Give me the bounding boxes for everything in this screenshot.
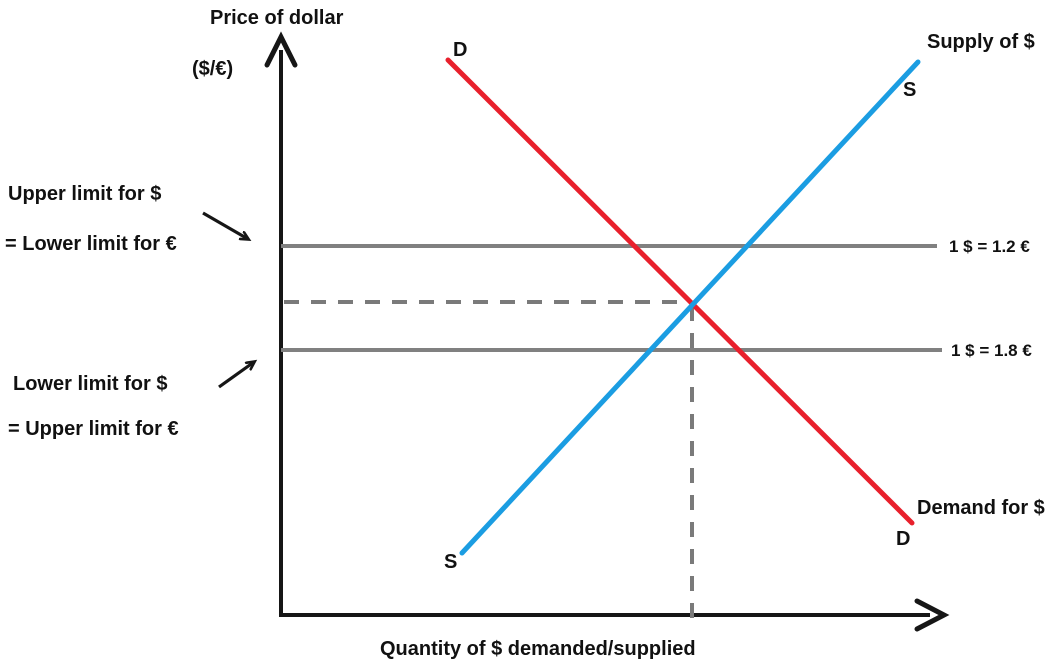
lower-rate-label: 1 $ = 1.8 € (951, 341, 1032, 360)
supply-letter-top: S (903, 79, 916, 101)
upper-limit-label-line2: = Lower limit for € (5, 233, 177, 255)
lower-limit-label-line2: = Upper limit for € (8, 418, 179, 440)
x-axis-title: Quantity of $ demanded/supplied (380, 638, 696, 660)
y-axis-units: ($/€) (192, 58, 233, 80)
upper-limit-label-line1: Upper limit for $ (8, 183, 161, 205)
lower-limit-arrow-icon (218, 362, 254, 389)
y-axis-title: Price of dollar (210, 7, 344, 29)
upper-rate-label: 1 $ = 1.2 € (949, 237, 1030, 256)
upper-limit-arrow-icon (202, 211, 248, 239)
demand-curve (445, 57, 915, 526)
supply-curve-label: Supply of $ (927, 31, 1035, 53)
x-axis-arrowhead-icon (914, 598, 950, 632)
lower-limit-label-line1: Lower limit for $ (13, 373, 167, 395)
supply-curve (459, 59, 921, 556)
demand-curve-label: Demand for $ (917, 497, 1045, 519)
label-group: Price of dollar ($/€) D Supply of $ S Up… (5, 7, 1045, 660)
supply-letter-bottom: S (444, 551, 457, 573)
demand-letter-bottom: D (896, 528, 910, 550)
y-axis-arrowhead-icon (264, 31, 298, 68)
demand-letter-top: D (453, 39, 467, 61)
